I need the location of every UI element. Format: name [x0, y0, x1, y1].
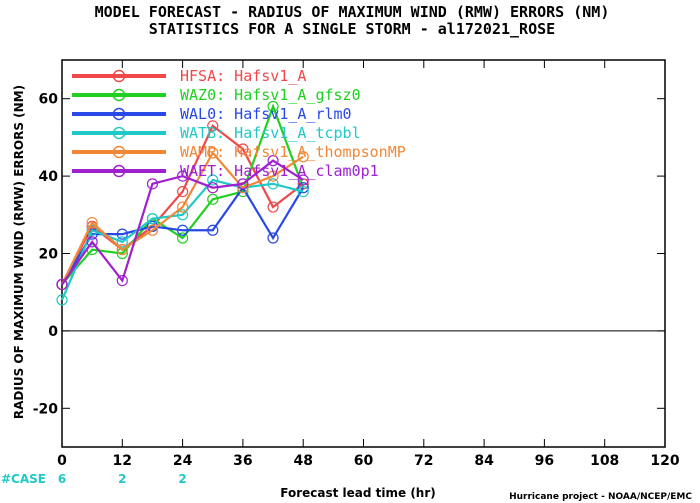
- x-tick-label: 120: [650, 453, 679, 469]
- data-point: [267, 170, 279, 182]
- legend-label-0: HFSA: Hafsv1_A: [180, 67, 306, 85]
- plot-frame: [61, 59, 666, 448]
- x-tick-label: 108: [590, 453, 619, 469]
- credit-text: Hurricane project - NOAA/NCEP/EMC: [509, 492, 692, 502]
- data-point: [177, 209, 189, 221]
- data-point: [116, 236, 128, 248]
- data-point: [177, 224, 189, 236]
- y-tick-label: 0: [48, 324, 58, 340]
- y-tick-label: 20: [39, 247, 59, 263]
- plot-area: 0 12 24 36 48 60 72 84 96 108 120 -20 0 20 40 60 HFSA: H…: [1, 59, 680, 486]
- data-point: [207, 182, 219, 194]
- data-point: [267, 232, 279, 244]
- legend-label-5: WAET: Hafsv1_A_clam0p1: [180, 162, 379, 180]
- data-point: [267, 178, 279, 190]
- data-point: [207, 174, 219, 186]
- data-point: [86, 216, 98, 229]
- chart-title: MODEL FORECAST - RADIUS OF MAXIMUM WIND …: [95, 3, 610, 21]
- data-point: [146, 178, 159, 190]
- legend-marker-2: [112, 107, 126, 121]
- data-point: [86, 236, 98, 248]
- case-label: #CASE: [1, 472, 46, 486]
- data-point: [207, 193, 219, 205]
- x-tick-label: 36: [233, 453, 252, 469]
- data-point: [297, 182, 309, 194]
- data-point: [56, 278, 68, 291]
- data-point: [146, 224, 159, 236]
- x-tick-label: 24: [173, 453, 193, 469]
- x-tick-label: 0: [57, 453, 67, 469]
- legend-marker-4: [112, 145, 126, 159]
- data-point: [146, 213, 159, 225]
- data-point: [56, 294, 68, 306]
- data-point: [237, 143, 249, 155]
- legend-marker-1: [112, 88, 126, 102]
- legend-marker-3: [112, 126, 126, 140]
- legend-label-3: WATB: Hafsv1_A_tcpbl: [180, 124, 361, 142]
- data-point: [297, 174, 309, 186]
- data-point: [177, 232, 189, 244]
- legend-label-1: WAZ0: Hafsv1_A_gfsz0: [180, 86, 361, 104]
- data-point: [116, 244, 128, 256]
- data-point: [297, 151, 309, 163]
- series-line-1: [61, 103, 305, 286]
- data-point: [177, 170, 189, 182]
- data-point: [237, 178, 249, 190]
- legend-label-4: WAMP: Hafsv1_A_thompsonMP: [180, 143, 406, 161]
- data-point: [177, 185, 189, 198]
- case-count: 2: [178, 472, 186, 486]
- data-point: [267, 100, 279, 113]
- x-tick-label: 96: [535, 453, 554, 469]
- x-tick-label: 84: [474, 453, 494, 469]
- data-point: [177, 201, 189, 213]
- data-point: [267, 201, 279, 213]
- chart-subtitle: STATISTICS FOR A SINGLE STORM - al172021…: [149, 20, 555, 38]
- series-line-3: [60, 178, 304, 301]
- data-point: [207, 224, 219, 236]
- data-point: [86, 224, 98, 236]
- x-axis-label: Forecast lead time (hr): [280, 486, 436, 500]
- x-tick-label: 60: [354, 453, 374, 469]
- case-count: 2: [118, 472, 126, 486]
- legend-marker-0: [112, 69, 126, 83]
- series-line-5: [61, 159, 304, 286]
- y-tick-label: 60: [39, 92, 59, 108]
- case-count: 6: [58, 472, 66, 486]
- y-tick-label: -20: [33, 401, 59, 417]
- data-point: [207, 120, 219, 132]
- data-point: [207, 147, 219, 159]
- x-tick-label: 48: [293, 453, 312, 469]
- data-point: [297, 185, 309, 198]
- data-point: [116, 274, 128, 287]
- series-line-4: [61, 150, 304, 285]
- data-point: [116, 228, 128, 240]
- y-tick-label: 40: [39, 169, 59, 185]
- legend-label-2: WAL0: Hafsv1_A_rlm0: [180, 105, 352, 123]
- data-point: [267, 155, 279, 167]
- y-axis-label: RADIUS OF MAXIMUM WIND (RMW) ERRORS (NM): [12, 85, 26, 419]
- x-tick-label: 72: [414, 453, 433, 469]
- legend-marker-5: [112, 164, 126, 178]
- x-tick-label: 12: [113, 453, 132, 469]
